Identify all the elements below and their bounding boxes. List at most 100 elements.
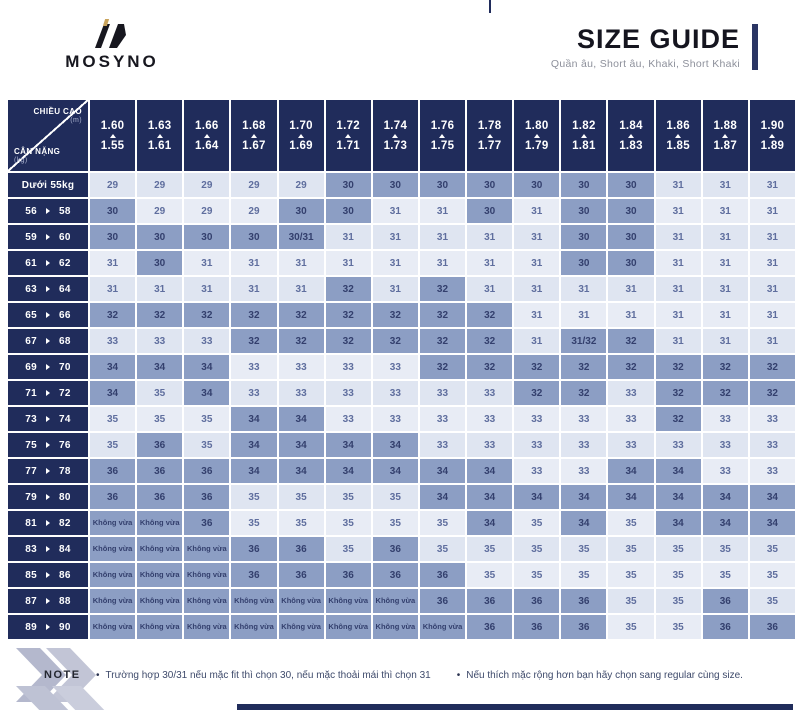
size-cell: 29 xyxy=(184,199,230,223)
size-cell: Không vừa xyxy=(137,537,183,561)
size-cell: 33 xyxy=(184,329,230,353)
size-cell: 36 xyxy=(137,485,183,509)
size-table: CHIỀU CAO (m) CÂN NẶNG (kg) 1.60 1.55 1.63… xyxy=(8,100,795,639)
size-cell: 33 xyxy=(608,433,654,457)
size-cell: 36 xyxy=(137,433,183,457)
size-cell: Không vừa xyxy=(90,511,136,535)
weight-row-label: 73 74 xyxy=(8,407,88,431)
size-cell: 35 xyxy=(655,537,701,561)
size-cell: 35 xyxy=(749,589,795,613)
size-cell: 35 xyxy=(749,537,795,561)
size-cell: 32 xyxy=(749,381,795,405)
size-cell: 33 xyxy=(514,433,560,457)
weight-row-label: 63 64 xyxy=(8,277,88,301)
size-cell: 34 xyxy=(372,459,418,483)
size-cell: 36 xyxy=(278,537,324,561)
size-cell: 30 xyxy=(184,225,230,249)
size-cell: 35 xyxy=(278,511,324,535)
right-triangle-icon xyxy=(46,286,50,292)
size-cell: 30 xyxy=(608,251,654,275)
size-cell: 34 xyxy=(419,485,466,509)
size-cell: Không vừa xyxy=(90,589,136,613)
size-cell: 34 xyxy=(137,355,183,379)
size-cell: 32 xyxy=(561,381,607,405)
size-cell: 33 xyxy=(749,407,795,431)
size-cell: Không vừa xyxy=(372,615,418,639)
right-triangle-icon xyxy=(46,390,50,396)
size-cell: 30 xyxy=(90,225,136,249)
size-cell: 30/31 xyxy=(278,225,324,249)
size-cell: 30 xyxy=(325,173,371,197)
size-cell: 32 xyxy=(137,303,183,327)
size-cell: 31 xyxy=(702,173,748,197)
size-cell: 31 xyxy=(514,251,560,275)
size-cell: 32 xyxy=(231,303,277,327)
size-cell: 35 xyxy=(702,537,748,561)
size-cell: 35 xyxy=(514,511,560,535)
title-block: SIZE GUIDE Quần âu, Short âu, Khaki, Sho… xyxy=(551,24,758,70)
weight-row-label: Dưới 55kg xyxy=(8,173,88,197)
size-cell: 31 xyxy=(467,251,513,275)
size-cell: 34 xyxy=(467,485,513,509)
size-cell: 34 xyxy=(419,459,466,483)
size-cell: 30 xyxy=(467,199,513,223)
size-cell: 33 xyxy=(325,381,371,405)
size-cell: 35 xyxy=(608,537,654,561)
size-cell: 32 xyxy=(419,277,466,301)
bottom-chevrons-icon xyxy=(16,686,105,710)
weight-row-label: 56 58 xyxy=(8,199,88,223)
size-cell: 33 xyxy=(608,407,654,431)
weight-row-label: 83 84 xyxy=(8,537,88,561)
size-cell: 36 xyxy=(184,485,230,509)
size-cell: 31 xyxy=(655,277,701,301)
size-cell: 36 xyxy=(372,563,418,587)
size-cell: 34 xyxy=(514,485,560,509)
size-cell: 31 xyxy=(655,251,701,275)
height-column-header: 1.60 1.55 xyxy=(90,100,136,171)
height-column-header: 1.63 1.61 xyxy=(137,100,183,171)
size-cell: 36 xyxy=(231,563,277,587)
size-cell: 33 xyxy=(278,381,324,405)
size-cell: 33 xyxy=(749,433,795,457)
size-cell: 34 xyxy=(231,459,277,483)
size-cell: 33 xyxy=(419,433,466,457)
size-cell: 29 xyxy=(90,173,136,197)
size-cell: 33 xyxy=(655,433,701,457)
size-cell: 33 xyxy=(561,407,607,431)
size-cell: 31/32 xyxy=(561,329,607,353)
up-triangle-icon xyxy=(580,133,587,138)
size-cell: 31 xyxy=(608,277,654,301)
size-cell: 36 xyxy=(184,459,230,483)
size-cell: 30 xyxy=(231,225,277,249)
size-cell: 31 xyxy=(655,173,701,197)
size-cell: 35 xyxy=(419,511,466,535)
height-column-header: 1.72 1.71 xyxy=(325,100,371,171)
note-label: NOTE xyxy=(44,669,81,681)
size-cell: Không vừa xyxy=(325,615,371,639)
size-cell: 30 xyxy=(561,225,607,249)
size-cell: 31 xyxy=(325,225,371,249)
note-bullet-2: • Nếu thích mặc rộng hơn bạn hãy chọn sa… xyxy=(456,670,743,681)
size-cell: 31 xyxy=(749,329,795,353)
size-cell: 32 xyxy=(655,381,701,405)
size-cell: 36 xyxy=(467,615,513,639)
size-cell: 31 xyxy=(372,199,418,223)
size-cell: 32 xyxy=(561,355,607,379)
size-cell: 34 xyxy=(702,485,748,509)
size-cell: 31 xyxy=(561,277,607,301)
size-cell: 35 xyxy=(749,563,795,587)
size-cell: 33 xyxy=(702,433,748,457)
up-triangle-icon xyxy=(345,133,352,138)
size-cell: 34 xyxy=(90,381,136,405)
size-cell: 35 xyxy=(561,537,607,561)
size-cell: 33 xyxy=(561,433,607,457)
size-cell: 31 xyxy=(372,277,418,301)
size-cell: Không vừa xyxy=(278,615,324,639)
size-cell: 31 xyxy=(419,199,466,223)
size-cell: 30 xyxy=(90,199,136,223)
size-cell: 31 xyxy=(372,225,418,249)
size-cell: 31 xyxy=(231,277,277,301)
size-cell: 31 xyxy=(561,303,607,327)
right-triangle-icon xyxy=(46,572,50,578)
size-cell: 34 xyxy=(655,485,701,509)
